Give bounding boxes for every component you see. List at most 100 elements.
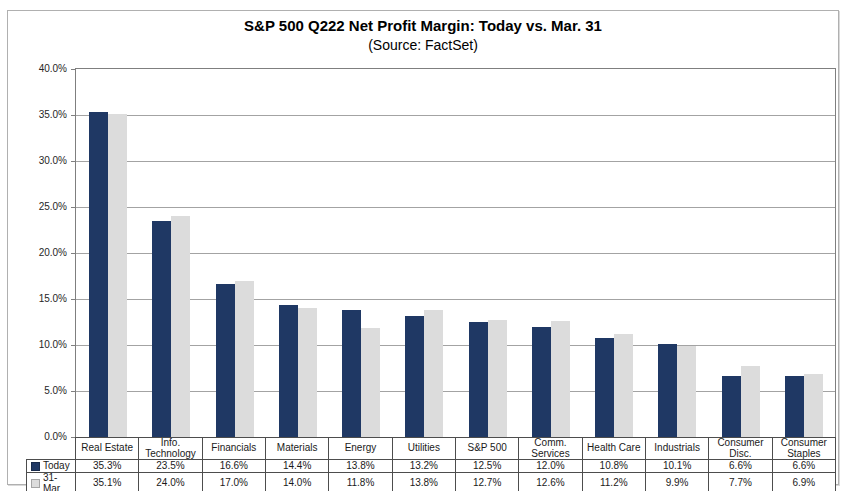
bar-31-mar: [361, 328, 380, 437]
y-axis-tick: [71, 161, 75, 162]
legend-swatch-icon: [31, 462, 40, 471]
table-value-cell: 17.0%: [202, 473, 265, 491]
legend-swatch-icon: [31, 479, 40, 488]
y-axis-tick: [71, 115, 75, 116]
bar-today: [785, 376, 804, 437]
table-value-cell: 7.7%: [709, 473, 772, 491]
y-axis-tick: [71, 391, 75, 392]
bar-31-mar: [614, 334, 633, 437]
table-value-cell: 6.9%: [772, 473, 835, 491]
table-value-cell: 10.1%: [645, 460, 708, 473]
category-label: Consumer Disc.: [709, 438, 772, 460]
bar-today: [595, 338, 614, 437]
bar-today: [216, 284, 235, 437]
bar-group: [266, 69, 329, 437]
category-label: Info. Technology: [139, 438, 202, 460]
bar-31-mar: [488, 320, 507, 437]
bar-31-mar: [108, 114, 127, 437]
y-axis-tick: [71, 69, 75, 70]
bar-31-mar: [235, 281, 254, 437]
legend-series-name: Today: [43, 461, 70, 472]
y-axis-label: 10.0%: [17, 339, 67, 350]
category-label: Utilities: [392, 438, 455, 460]
legend-31-mar: 31-Mar: [27, 473, 76, 491]
y-axis-tick: [71, 207, 75, 208]
bar-31-mar: [741, 366, 760, 437]
y-axis-tick: [71, 345, 75, 346]
bar-31-mar: [804, 374, 823, 437]
y-axis-label: 20.0%: [17, 247, 67, 258]
bar-group: [329, 69, 392, 437]
table-value-cell: 14.0%: [265, 473, 328, 491]
table-value-cell: 11.2%: [582, 473, 645, 491]
bar-31-mar: [424, 310, 443, 437]
table-value-cell: 6.6%: [709, 460, 772, 473]
y-axis-tick: [71, 299, 75, 300]
category-label: Energy: [329, 438, 392, 460]
table-value-cell: 12.7%: [455, 473, 518, 491]
y-axis-label: 25.0%: [17, 201, 67, 212]
table-value-cell: 16.6%: [202, 460, 265, 473]
bar-today: [152, 221, 171, 437]
y-axis-label: 40.0%: [17, 63, 67, 74]
category-label: Industrials: [645, 438, 708, 460]
chart-title: S&P 500 Q222 Net Profit Margin: Today vs…: [0, 17, 846, 34]
category-label: Real Estate: [76, 438, 139, 460]
table-value-cell: 12.5%: [455, 460, 518, 473]
category-label: S&P 500: [455, 438, 518, 460]
y-axis-label: 5.0%: [17, 385, 67, 396]
bar-group: [582, 69, 645, 437]
bar-31-mar: [677, 346, 696, 437]
bar-today: [342, 310, 361, 437]
table-value-cell: 11.8%: [329, 473, 392, 491]
y-axis-label: 15.0%: [17, 293, 67, 304]
table-value-cell: 10.8%: [582, 460, 645, 473]
bar-31-mar: [298, 308, 317, 437]
bar-today: [658, 344, 677, 437]
chart-subtitle: (Source: FactSet): [0, 37, 846, 53]
bar-today: [469, 322, 488, 437]
legend-today: Today: [27, 460, 76, 473]
table-value-cell: 13.8%: [329, 460, 392, 473]
table-value-cell: 13.2%: [392, 460, 455, 473]
bar-group: [772, 69, 835, 437]
bar-group: [203, 69, 266, 437]
y-axis-tick: [71, 253, 75, 254]
bar-31-mar: [551, 321, 570, 437]
table-corner: [27, 438, 76, 460]
bar-group: [709, 69, 772, 437]
bar-group: [139, 69, 202, 437]
y-axis-label: 30.0%: [17, 155, 67, 166]
category-label: Consumer Staples: [772, 438, 835, 460]
table-value-cell: 35.3%: [76, 460, 139, 473]
bar-31-mar: [171, 216, 190, 437]
bar-group: [645, 69, 708, 437]
category-label: Financials: [202, 438, 265, 460]
table-value-cell: 12.0%: [519, 460, 582, 473]
bar-group: [456, 69, 519, 437]
bar-group: [76, 69, 139, 437]
category-label: Materials: [265, 438, 328, 460]
bar-group: [392, 69, 455, 437]
table-value-cell: 13.8%: [392, 473, 455, 491]
bar-group: [519, 69, 582, 437]
bar-today: [405, 316, 424, 437]
bar-today: [722, 376, 741, 437]
category-label: Health Care: [582, 438, 645, 460]
bar-today: [532, 327, 551, 437]
plot-area: [75, 68, 836, 438]
table-value-cell: 35.1%: [76, 473, 139, 491]
chart-canvas: S&P 500 Q222 Net Profit Margin: Today vs…: [0, 0, 846, 491]
data-table: Real EstateInfo. TechnologyFinancialsMat…: [26, 437, 836, 491]
bar-today: [89, 112, 108, 437]
table-value-cell: 23.5%: [139, 460, 202, 473]
bar-today: [279, 305, 298, 437]
table-value-cell: 12.6%: [519, 473, 582, 491]
legend-series-name: 31-Mar: [43, 473, 74, 491]
y-axis-label: 35.0%: [17, 109, 67, 120]
table-value-cell: 6.6%: [772, 460, 835, 473]
table-value-cell: 24.0%: [139, 473, 202, 491]
table-value-cell: 9.9%: [645, 473, 708, 491]
category-label: Comm. Services: [519, 438, 582, 460]
table-value-cell: 14.4%: [265, 460, 328, 473]
